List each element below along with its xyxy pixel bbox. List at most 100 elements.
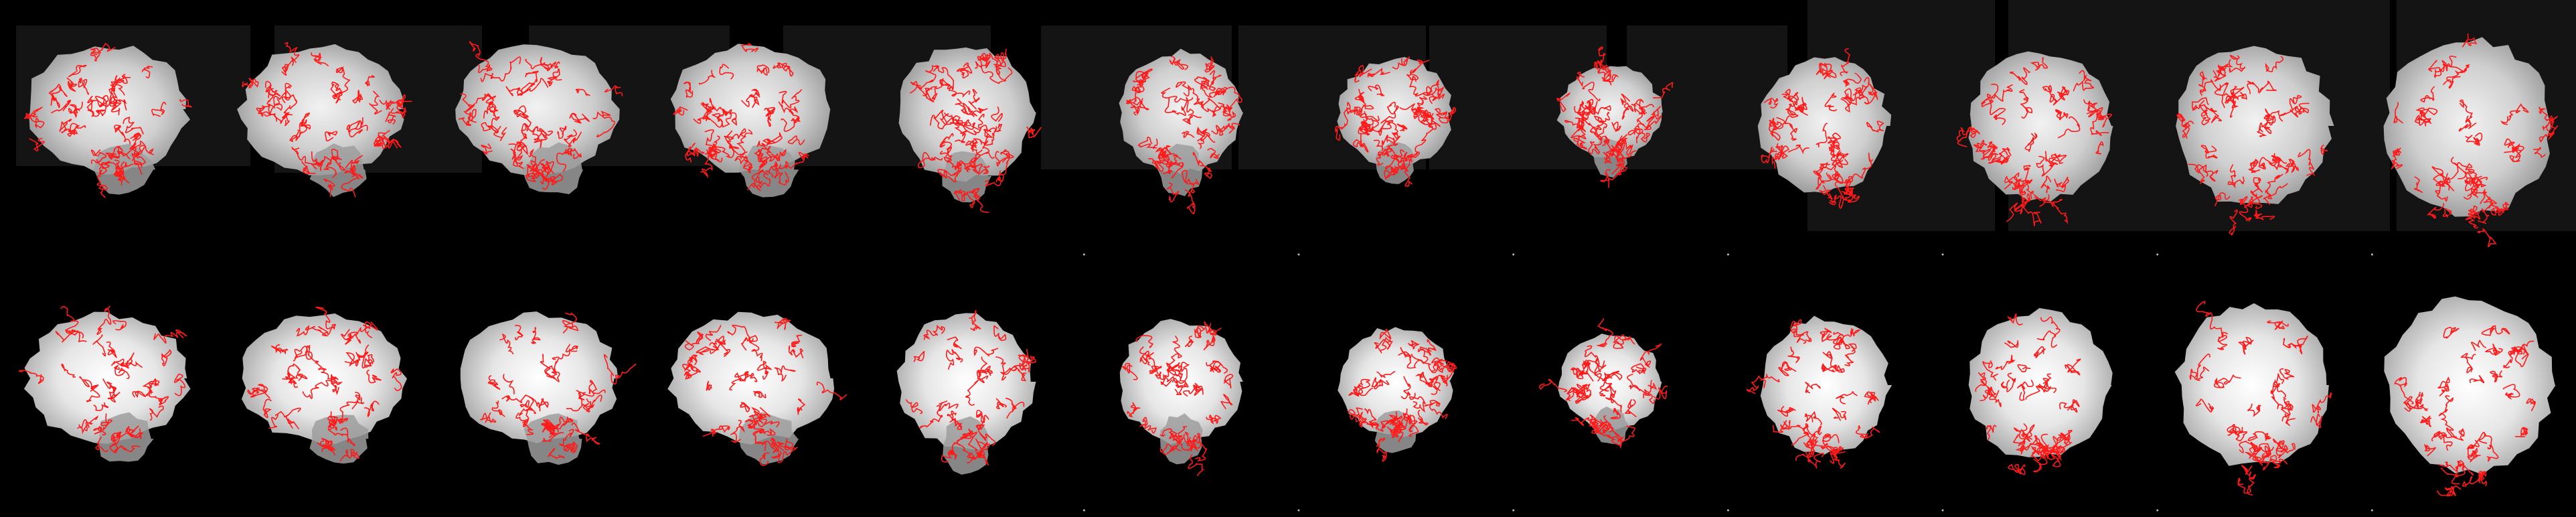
registration-contour <box>1633 128 1650 143</box>
registration-contour <box>2433 173 2448 202</box>
registration-contour <box>947 413 963 429</box>
registration-contour <box>2431 431 2447 441</box>
registration-contour <box>2424 444 2436 457</box>
registration-contour <box>1385 148 1400 175</box>
registration-contour <box>2485 343 2503 356</box>
registration-contour <box>2225 86 2237 104</box>
registration-contour <box>1643 392 1655 404</box>
registration-contour <box>1790 328 1812 342</box>
cerebellum-tissue <box>943 416 989 475</box>
registration-contour <box>943 113 971 127</box>
registration-contour <box>1209 365 1221 373</box>
registration-contour <box>2024 132 2038 152</box>
registration-contour <box>68 108 80 119</box>
registration-contour <box>2060 429 2073 445</box>
registration-contour <box>1826 445 1846 469</box>
registration-contour <box>724 130 740 149</box>
tick-dot <box>1726 509 1729 512</box>
registration-contour <box>2428 56 2457 72</box>
registration-contour <box>1149 366 1162 375</box>
registration-contour <box>1013 364 1027 382</box>
registration-contour <box>526 162 540 175</box>
registration-contour <box>1434 358 1457 374</box>
registration-contour <box>2239 196 2252 222</box>
registration-contour <box>753 390 767 398</box>
registration-contour <box>541 161 554 179</box>
registration-contour <box>1584 345 1600 364</box>
registration-contour <box>1600 169 1611 188</box>
registration-contour <box>548 447 565 459</box>
registration-contour <box>1378 135 1400 157</box>
registration-contour <box>2419 111 2432 125</box>
registration-contour <box>2095 141 2104 155</box>
registration-contour <box>2247 403 2261 417</box>
registration-contour <box>995 356 1007 381</box>
registration-contour <box>2182 121 2194 138</box>
slice-panel-row1-10-axial <box>1956 0 2196 231</box>
registration-contour <box>2490 202 2510 216</box>
registration-contour <box>995 149 1014 167</box>
sagittal-brain-tissue <box>237 44 404 175</box>
registration-contour <box>977 430 996 446</box>
registration-contour <box>2237 477 2253 496</box>
registration-contour <box>1213 86 1227 98</box>
registration-contour <box>2040 175 2052 194</box>
registration-contour <box>1429 86 1445 104</box>
registration-contour <box>1357 378 1373 396</box>
registration-contour <box>2275 440 2288 459</box>
registration-contour <box>480 412 497 423</box>
registration-contour <box>910 80 922 94</box>
registration-contour <box>264 80 274 98</box>
registration-contour <box>327 400 359 431</box>
registration-contour <box>522 418 534 435</box>
registration-contour <box>787 135 805 145</box>
registration-contour <box>262 398 272 419</box>
tick-dot <box>1726 253 1729 256</box>
slice-panel-row2-4-sagittal <box>667 311 848 466</box>
registration-contour <box>352 90 364 104</box>
registration-contour <box>469 41 493 71</box>
registration-contour <box>1130 101 1143 116</box>
registration-contour <box>559 429 576 450</box>
registration-contour <box>1155 371 1178 384</box>
registration-contour <box>2039 201 2055 208</box>
registration-contour <box>571 422 601 445</box>
registration-contour <box>2265 108 2275 126</box>
registration-contour <box>2404 404 2429 412</box>
registration-contour <box>521 123 554 139</box>
registration-contour <box>729 372 748 391</box>
registration-contour <box>331 155 345 171</box>
registration-contour <box>1565 386 1591 401</box>
coronal-brain-tissue <box>1558 334 1662 431</box>
registration-contour <box>930 109 947 126</box>
registration-contour <box>2200 145 2218 159</box>
registration-contour <box>2052 199 2068 224</box>
registration-contour <box>1417 410 1429 426</box>
registration-contour <box>339 449 359 461</box>
registration-contour <box>84 415 99 431</box>
registration-contour <box>759 452 770 466</box>
registration-contour <box>113 365 130 379</box>
registration-contour <box>1026 126 1042 139</box>
registration-contour <box>2426 203 2445 219</box>
registration-contour <box>953 161 962 177</box>
registration-contour <box>1819 185 1833 200</box>
coronal-brain-tissue <box>1119 48 1244 174</box>
registration-contour <box>364 354 374 368</box>
registration-contour <box>1639 343 1662 368</box>
registration-contour <box>130 132 142 141</box>
registration-contour <box>1627 374 1641 392</box>
registration-contour <box>1161 87 1194 116</box>
registration-contour <box>2511 344 2526 356</box>
registration-contour <box>542 421 556 435</box>
registration-contour <box>2437 486 2462 497</box>
tick-dot <box>1297 509 1300 512</box>
registration-contour <box>1571 123 1585 146</box>
registration-contour <box>513 105 527 119</box>
registration-contour <box>1847 76 1870 102</box>
registration-contour <box>955 98 973 115</box>
registration-contour <box>364 400 380 417</box>
registration-contour <box>2441 173 2455 192</box>
registration-contour <box>125 426 141 439</box>
registration-contour <box>2391 150 2403 169</box>
